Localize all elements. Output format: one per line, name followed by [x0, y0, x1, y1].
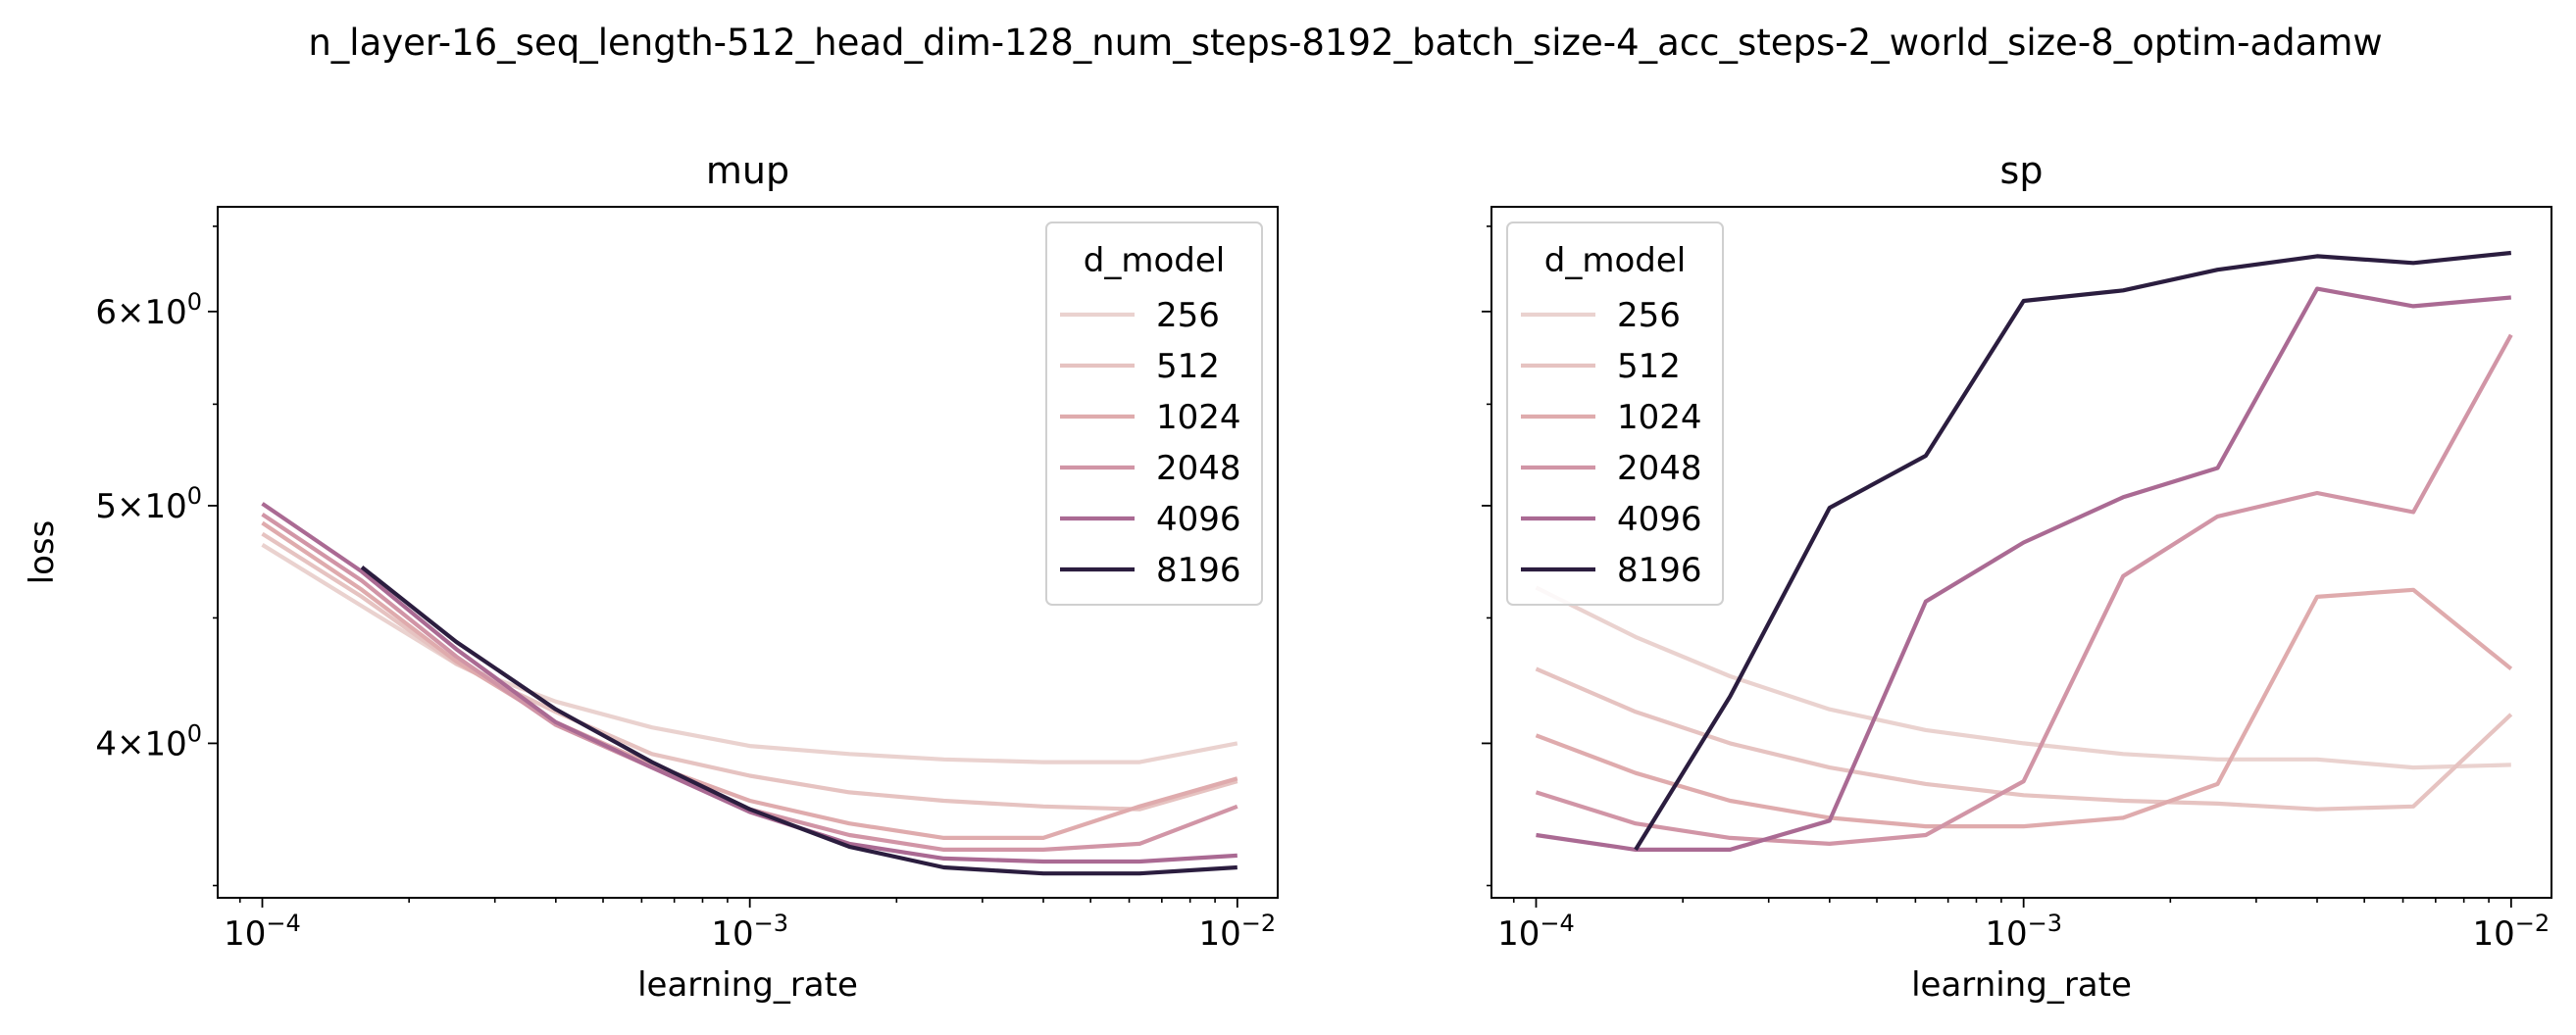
- x-tick-exponent: −3: [754, 910, 788, 937]
- y-tick-exponent: 0: [187, 482, 202, 510]
- series-line-512: [1535, 666, 2513, 812]
- y-tick-base: 10: [144, 487, 186, 526]
- legend-label: 4096: [1156, 500, 1241, 539]
- axes-frame: [1490, 206, 2552, 899]
- series-group: [261, 502, 1238, 876]
- series-line-2048: [1535, 333, 2513, 846]
- y-tick-times: ×: [117, 487, 145, 526]
- x-tick-label: 10−3: [1985, 910, 2062, 954]
- legend-label: 8196: [1617, 551, 1702, 590]
- y-tick-label: 6×100: [95, 288, 202, 332]
- y-tick-exponent: 0: [187, 719, 202, 747]
- x-tick-label: 10−2: [2473, 910, 2551, 954]
- legend-box: [1045, 222, 1263, 606]
- x-tick-exponent: −2: [2515, 910, 2550, 937]
- series-line-4096: [261, 502, 1237, 864]
- legend: d_model 256 512 1024 2048 4096 8196: [1506, 222, 1724, 606]
- legend-label: 1024: [1156, 398, 1241, 437]
- y-tick-label: 4×100: [95, 719, 202, 764]
- x-axis-label: learning_rate: [1911, 965, 2132, 1005]
- series-line-256: [261, 543, 1238, 764]
- x-tick-base: 10: [1497, 914, 1540, 954]
- figure-suptitle: n_layer-16_seq_length-512_head_dim-128_n…: [308, 22, 2382, 64]
- panel-title: sp: [2000, 149, 2044, 192]
- x-tick-label: 10−3: [711, 910, 788, 954]
- x-tick-base: 10: [711, 914, 753, 954]
- legend: d_model 256 512 1024 2048 4096 8196: [1045, 222, 1263, 606]
- y-tick-label: 5×100: [95, 482, 202, 526]
- x-tick-exponent: −3: [2028, 910, 2062, 937]
- x-axis-label: learning_rate: [637, 965, 858, 1005]
- legend-box: [1506, 222, 1724, 606]
- series-line-8196: [1634, 250, 2512, 852]
- legend-label: 8196: [1156, 551, 1241, 590]
- legend-label: 512: [1617, 347, 1681, 386]
- legend-label: 256: [1617, 296, 1681, 335]
- series-line-512: [261, 531, 1238, 812]
- x-tick-exponent: −2: [1241, 910, 1276, 937]
- y-tick-mantissa: 6: [95, 293, 117, 332]
- series-line-256: [1535, 585, 2511, 770]
- x-tick-base: 10: [1985, 914, 2027, 954]
- y-tick-base: 10: [144, 724, 186, 764]
- series-line-4096: [1536, 286, 2511, 852]
- x-tick-label: 10−4: [1497, 910, 1575, 954]
- series-group: [1535, 250, 2513, 852]
- x-tick-label: 10−4: [224, 910, 301, 954]
- y-tick-times: ×: [117, 724, 145, 764]
- x-tick-base: 10: [1199, 914, 1241, 954]
- y-tick-base: 10: [144, 293, 186, 332]
- series-line-1024: [261, 520, 1238, 840]
- panel-title: mup: [706, 149, 789, 192]
- legend-label: 4096: [1617, 500, 1702, 539]
- x-tick-base: 10: [2473, 914, 2515, 954]
- legend-label: 512: [1156, 347, 1220, 386]
- y-tick-mantissa: 4: [95, 724, 117, 764]
- y-axis-label: loss: [23, 520, 62, 585]
- series-line-8196: [360, 565, 1237, 876]
- x-tick-label: 10−2: [1199, 910, 1277, 954]
- legend-title: d_model: [1084, 241, 1225, 280]
- y-tick-times: ×: [117, 293, 145, 332]
- axes-frame: [217, 206, 1279, 899]
- legend-label: 256: [1156, 296, 1220, 335]
- x-tick-exponent: −4: [266, 910, 300, 937]
- series-line-1024: [1535, 587, 2513, 829]
- y-tick-exponent: 0: [187, 288, 202, 316]
- y-tick-mantissa: 5: [95, 487, 117, 526]
- legend-label: 2048: [1156, 449, 1241, 488]
- legend-label: 2048: [1617, 449, 1702, 488]
- x-tick-base: 10: [224, 914, 266, 954]
- legend-title: d_model: [1544, 241, 1686, 280]
- x-tick-exponent: −4: [1540, 910, 1574, 937]
- legend-label: 1024: [1617, 398, 1702, 437]
